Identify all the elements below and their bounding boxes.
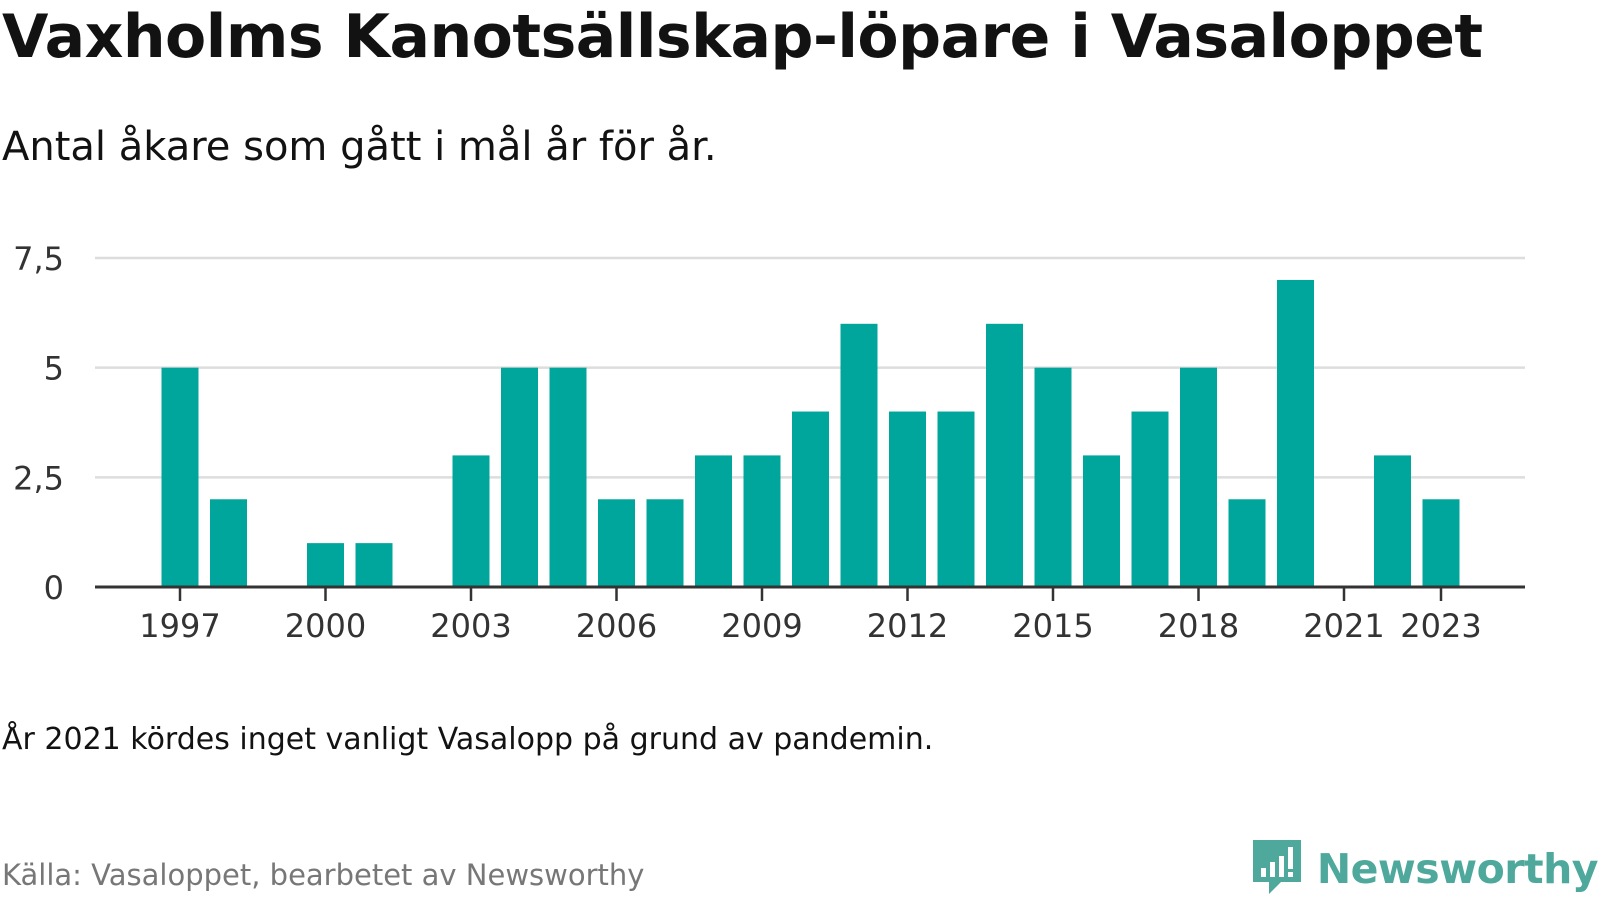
x-tick-label: 2006 [576,607,657,645]
bar-2016 [1083,455,1120,587]
y-tick-label: 5 [44,350,64,388]
x-axis [95,585,1525,601]
brand-name: Newsworthy [1316,845,1599,893]
bar-2022 [1374,455,1411,587]
bar-2017 [1131,411,1169,587]
x-tick-label: 2023 [1400,607,1481,645]
bar-2014 [986,323,1023,587]
bar-2019 [1228,499,1266,587]
bar-2010 [792,411,829,587]
bar-chart: 0 2,5 5 7,5 1997 2000 2003 2006 2009 2012 2015 201… [13,240,1525,645]
x-tick-label: 2003 [430,607,511,645]
x-tick-label: 2012 [867,607,948,645]
bars [161,279,1460,587]
bar-2000 [307,543,344,587]
x-tick-label: 1997 [139,607,220,645]
x-tick-label: 2000 [285,607,366,645]
bar-2006 [598,499,635,587]
x-tick-label: 2009 [721,607,802,645]
chart-subtitle: Antal åkare som gått i mål år för år. [2,124,717,170]
x-tick-label: 2021 [1303,607,1384,645]
x-axis-tick-labels: 1997 2000 2003 2006 2009 2012 2015 2018 2021 2023 [139,607,1481,645]
bar-2020 [1277,279,1314,587]
bar-2004 [501,367,538,587]
bar-2018 [1180,367,1217,587]
bar-2001 [355,543,393,587]
bar-2009 [743,455,781,587]
bar-2012 [889,411,926,587]
bar-2023 [1422,499,1460,587]
y-axis-tick-labels: 0 2,5 5 7,5 [13,240,64,607]
bar-2005 [549,367,587,587]
bar-2013 [937,411,975,587]
y-tick-label: 2,5 [13,459,64,497]
y-tick-label: 0 [44,569,64,607]
x-tick-label: 2015 [1012,607,1093,645]
brand: Newsworthy [1251,838,1599,900]
newsworthy-logo-icon [1251,838,1305,900]
bar-1998 [210,499,247,587]
bar-2011 [840,323,878,587]
chart-title: Vaxholms Kanotsällskap-löpare i Vasalopp… [2,2,1483,72]
bar-2015 [1034,367,1072,587]
footnote: År 2021 kördes inget vanligt Vasalopp på… [2,722,934,757]
bar-1997 [161,367,199,587]
x-tick-label: 2018 [1158,607,1239,645]
bar-2003 [452,455,490,587]
source-credit: Källa: Vasaloppet, bearbetet av Newswort… [2,858,645,892]
y-tick-label: 7,5 [13,240,64,278]
bar-2007 [646,499,684,587]
bar-2008 [695,455,732,587]
